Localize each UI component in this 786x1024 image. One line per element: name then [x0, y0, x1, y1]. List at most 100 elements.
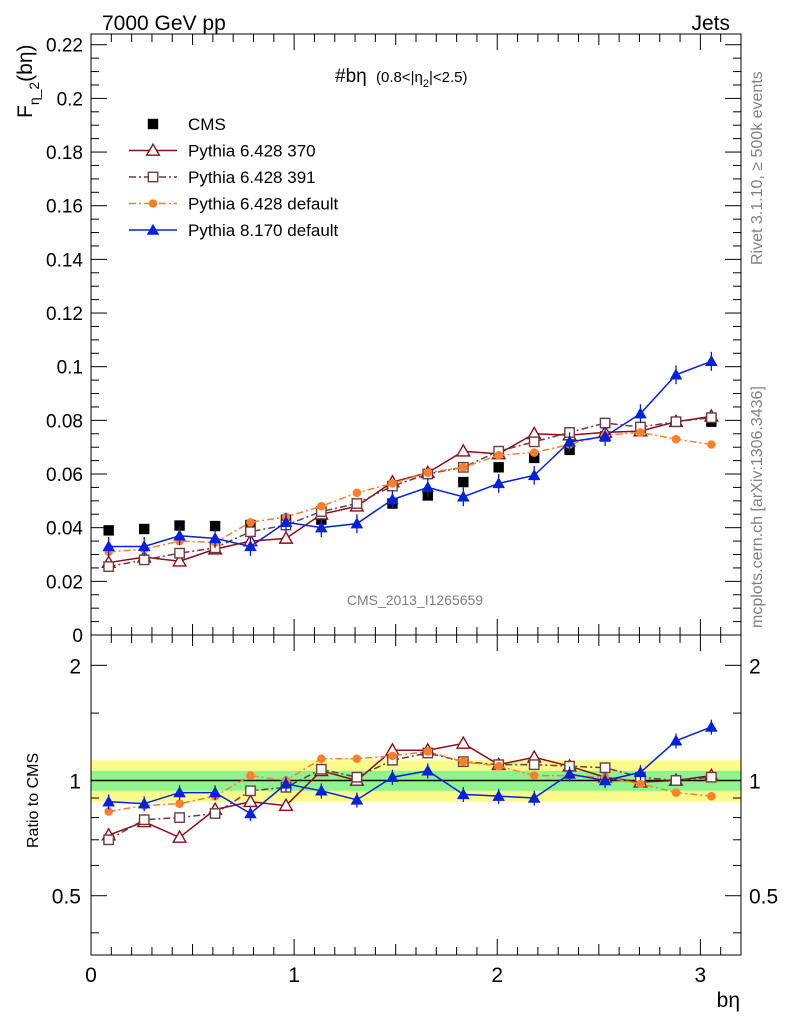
- data-point-pythia-8-170-default: [244, 540, 257, 552]
- main-ytick-label: 0.22: [46, 36, 83, 57]
- data-point-pythia-6-428-default: [671, 434, 681, 444]
- data-point-pythia-8-170-default: [421, 481, 435, 493]
- legend-label-pythia-6-428-default: Pythia 6.428 default: [188, 195, 339, 214]
- ratio-line-pythia-6-428-default: [108, 750, 712, 813]
- data-point-pythia-6-428-391: [138, 554, 150, 566]
- series-line-pythia-8-170-default: [108, 360, 712, 548]
- ratio-ylabel: Ratio to CMS: [25, 753, 42, 848]
- ratio-point-pythia-8-170-default: [350, 793, 364, 805]
- ylabel-main: F: [14, 105, 37, 118]
- main-ytick-label: 0: [72, 626, 83, 647]
- ratio-xtick-label: 1: [288, 964, 300, 987]
- rivet-label: Rivet 3.1.10, ≥ 500k events: [749, 71, 766, 265]
- data-point-pythia-6-428-391: [103, 561, 115, 572]
- ratio-point-pythia-6-428-default: [388, 751, 397, 761]
- ratio-point-pythia-6-428-391: [209, 808, 221, 819]
- ratio-panel: 0.5 0.5 1 1 2 2 0 1 2 3 Ratio to CMS bη: [25, 634, 778, 1012]
- legend-label-pythia-6-428-370: Pythia 6.428 370: [188, 142, 316, 161]
- ratio-line-pythia-8-170-default: [108, 726, 712, 815]
- data-point-pythia-6-428-default: [388, 479, 397, 488]
- ratio-point-pythia-6-428-391: [138, 814, 150, 826]
- data-point-pythia-8-170-default: [386, 493, 399, 505]
- main-ytick-label: 0.04: [46, 519, 83, 540]
- main-ytick-label: 0.18: [46, 143, 83, 164]
- ratio-point-pythia-8-170-default: [634, 766, 647, 778]
- data-point-pythia-6-428-default: [352, 488, 362, 498]
- ratio-xtick-label: 0: [85, 964, 97, 987]
- ratio-point-pythia-6-428-391: [245, 785, 256, 797]
- main-panel: 0 0.02 0.04 0.06 0.08 0.1 0.12 0.14 0.16 0.18 0.2 0…: [14, 33, 742, 647]
- main-ylabel: Fη_2(bη): [14, 44, 42, 118]
- data-point-pythia-8-170-default: [315, 521, 328, 533]
- main-series-layer: [101, 351, 719, 572]
- ratio-point-pythia-6-428-default: [423, 747, 433, 756]
- ratio-point-pythia-6-428-default: [529, 771, 539, 780]
- data-point-pythia-6-428-default: [423, 468, 433, 477]
- main-ytick-label: 0.16: [46, 197, 83, 218]
- ratio-point-pythia-6-428-default: [104, 807, 113, 816]
- plot-title: #bη (0.8<|η2|<2.5): [335, 66, 467, 90]
- main-y-axis: 0 0.02 0.04 0.06 0.08 0.1 0.12 0.14 0.16 0.18 0.2 0…: [46, 34, 742, 647]
- data-point-pythia-6-428-391: [599, 417, 611, 429]
- data-point-pythia-8-170-default: [527, 469, 541, 481]
- ratio-ytick-label-right: 1: [749, 771, 761, 794]
- ratio-point-pythia-6-428-default: [352, 754, 362, 764]
- ratio-point-pythia-6-428-391: [528, 759, 540, 771]
- data-point-pythia-6-428-391: [528, 436, 540, 448]
- ratio-point-pythia-6-428-default: [175, 799, 184, 808]
- data-point-pythia-8-170-default: [634, 407, 647, 419]
- legend-label-pythia-6-428-391: Pythia 6.428 391: [188, 168, 316, 187]
- ratio-point-pythia-8-170-default: [705, 720, 718, 732]
- ratio-ytick-label: 2: [69, 655, 81, 678]
- legend-label-cms: CMS: [188, 115, 226, 134]
- main-ytick-label: 0.08: [46, 411, 83, 432]
- ratio-point-pythia-6-428-370: [172, 829, 188, 843]
- ylabel-sub: η_2: [26, 82, 42, 106]
- ratio-series-layer: [101, 719, 719, 846]
- main-ytick-label: 0.12: [46, 304, 83, 325]
- data-point-pythia-6-428-391: [245, 526, 256, 538]
- ratio-point-pythia-6-428-default: [246, 771, 255, 780]
- ratio-point-pythia-6-428-default: [636, 779, 645, 789]
- main-ytick-label: 0.1: [57, 358, 83, 379]
- ratio-line-pythia-6-428-391: [108, 752, 712, 841]
- main-ytick-label: 0.14: [46, 250, 83, 271]
- ratio-point-pythia-6-428-391: [174, 812, 185, 823]
- data-point-cms: [529, 452, 540, 464]
- data-point-pythia-8-170-default: [279, 516, 293, 528]
- data-point-pythia-6-428-391: [174, 547, 185, 559]
- title-cut-pre: (0.8<|η: [376, 69, 423, 86]
- data-point-pythia-6-428-391: [670, 416, 682, 428]
- ratio-point-pythia-6-428-default: [317, 754, 326, 764]
- series-line-pythia-6-428-391: [108, 416, 712, 568]
- analysis-watermark: CMS_2013_I1265659: [347, 592, 483, 608]
- ratio-point-pythia-6-428-default: [494, 761, 503, 771]
- mcplots-label: mcplots.cern.ch [arXiv:1306.3436]: [749, 386, 766, 628]
- ratio-point-pythia-8-170-default: [137, 797, 151, 809]
- title-cut-sub: 2: [423, 78, 429, 90]
- data-point-pythia-6-428-default: [707, 440, 716, 449]
- ratio-ytick-label: 1: [69, 771, 81, 794]
- ratio-point-pythia-8-170-default: [457, 788, 470, 800]
- data-point-pythia-6-428-default: [459, 463, 468, 472]
- data-point-pythia-6-428-default: [529, 448, 539, 457]
- data-point-cms: [458, 476, 469, 488]
- process-label: Jets: [691, 12, 730, 35]
- data-point-cms: [139, 523, 150, 535]
- legend-marker-pythia-6-428-370: [145, 142, 161, 156]
- legend-marker-cms: [147, 118, 159, 130]
- ratio-xtick-label: 3: [695, 964, 707, 987]
- ratio-point-pythia-8-170-default: [315, 784, 328, 796]
- data-point-pythia-8-170-default: [598, 430, 612, 442]
- series-line-pythia-6-428-370: [108, 415, 712, 564]
- ratio-point-pythia-8-170-default: [173, 786, 186, 798]
- data-point-pythia-8-170-default: [705, 355, 718, 367]
- data-point-pythia-6-428-391: [351, 498, 363, 509]
- energy-label: 7000 GeV pp: [102, 12, 226, 35]
- main-ytick-label: 0.02: [46, 572, 83, 593]
- ratio-point-pythia-6-428-default: [671, 788, 681, 797]
- ratio-ytick-label: 0.5: [52, 886, 81, 909]
- data-point-pythia-6-428-391: [705, 412, 717, 424]
- ratio-point-pythia-8-170-default: [669, 734, 683, 746]
